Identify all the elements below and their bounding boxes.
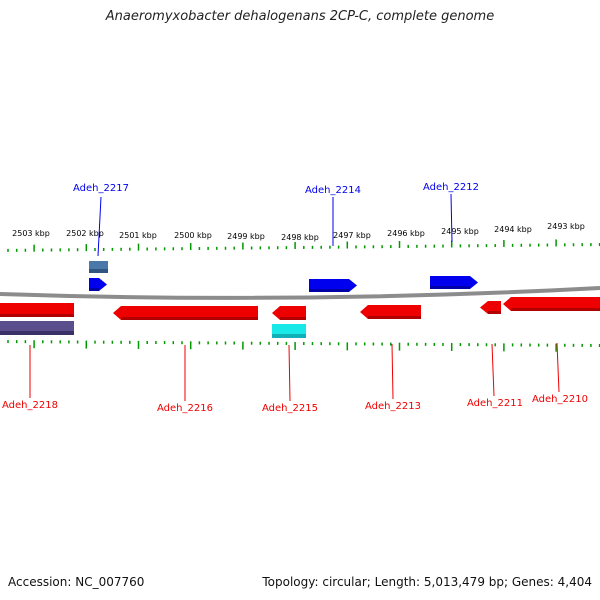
ruler-ticks-top	[7, 239, 600, 252]
ruler-label: 2495 kbp	[441, 227, 479, 236]
gene-leader-adeh-2210	[556, 342, 560, 393]
genome-summary: Topology: circular; Length: 5,013,479 bp…	[262, 575, 592, 589]
ruler-label: 2494 kbp	[494, 225, 532, 234]
gene-adeh-2215-arrow[interactable]	[272, 306, 306, 320]
feature-block-purple-shade	[0, 331, 74, 335]
ruler-label: 2501 kbp	[119, 231, 157, 240]
gene-adeh-2216-arrow[interactable]	[113, 306, 258, 320]
ruler-label: 2500 kbp	[174, 231, 212, 240]
ruler-label: 2502 kbp	[66, 229, 104, 238]
gene-leader-adeh-2212	[450, 193, 453, 243]
ruler-label: 2498 kbp	[281, 233, 319, 242]
gene-label-adeh-2215[interactable]: Adeh_2215	[262, 403, 318, 414]
ruler-labels: 2503 kbp 2502 kbp 2501 kbp 2500 kbp 2499 kbp…	[12, 222, 585, 242]
ruler-label: 2499 kbp	[227, 232, 265, 241]
feature-block-cyan-shade	[272, 334, 306, 338]
gene-labels: Adeh_2218 Adeh_2217 Adeh_2216 Adeh_2215 Adeh…	[2, 182, 588, 414]
accession-label: Accession: NC_007760	[8, 575, 145, 589]
gene-label-adeh-2216[interactable]: Adeh_2216	[157, 403, 213, 414]
gene-leader-adeh-2211	[491, 343, 495, 397]
gene-adeh-2211-arrow[interactable]	[480, 301, 501, 314]
feature-block-steelblue-shade	[89, 269, 108, 273]
gene-label-adeh-2211[interactable]: Adeh_2211	[467, 398, 523, 409]
gene-adeh-2218-arrow[interactable]	[0, 303, 74, 317]
gene-label-adeh-2213[interactable]: Adeh_2213	[365, 401, 421, 412]
gene-adeh-2212-arrow[interactable]	[430, 276, 478, 289]
ruler-label: 2493 kbp	[547, 222, 585, 231]
gene-arrows	[0, 276, 600, 320]
gene-label-adeh-2218[interactable]: Adeh_2218	[2, 400, 58, 411]
gene-adeh-2214-arrow[interactable]	[309, 279, 357, 292]
gene-adeh-2213-arrow[interactable]	[360, 305, 421, 319]
genome-title: Anaeromyxobacter dehalogenans 2CP-C, com…	[105, 9, 495, 24]
ruler-label: 2503 kbp	[12, 229, 50, 238]
ruler-ticks-bottom	[7, 340, 600, 352]
gene-label-adeh-2217[interactable]: Adeh_2217	[73, 183, 129, 194]
gene-label-adeh-2212[interactable]: Adeh_2212	[423, 182, 479, 193]
gene-leader-adeh-2215	[288, 344, 291, 402]
ruler-label: 2496 kbp	[387, 229, 425, 238]
gene-label-adeh-2214[interactable]: Adeh_2214	[305, 185, 361, 196]
gene-adeh-2210-arrow[interactable]	[503, 297, 600, 311]
gene-label-adeh-2210[interactable]: Adeh_2210	[532, 394, 588, 405]
ruler-label: 2497 kbp	[333, 231, 371, 240]
genome-backbone	[0, 286, 600, 300]
gene-leader-adeh-2213	[391, 343, 394, 400]
gene-adeh-2217-arrow[interactable]	[89, 278, 107, 291]
gene-leader-adeh-2217	[97, 196, 102, 257]
